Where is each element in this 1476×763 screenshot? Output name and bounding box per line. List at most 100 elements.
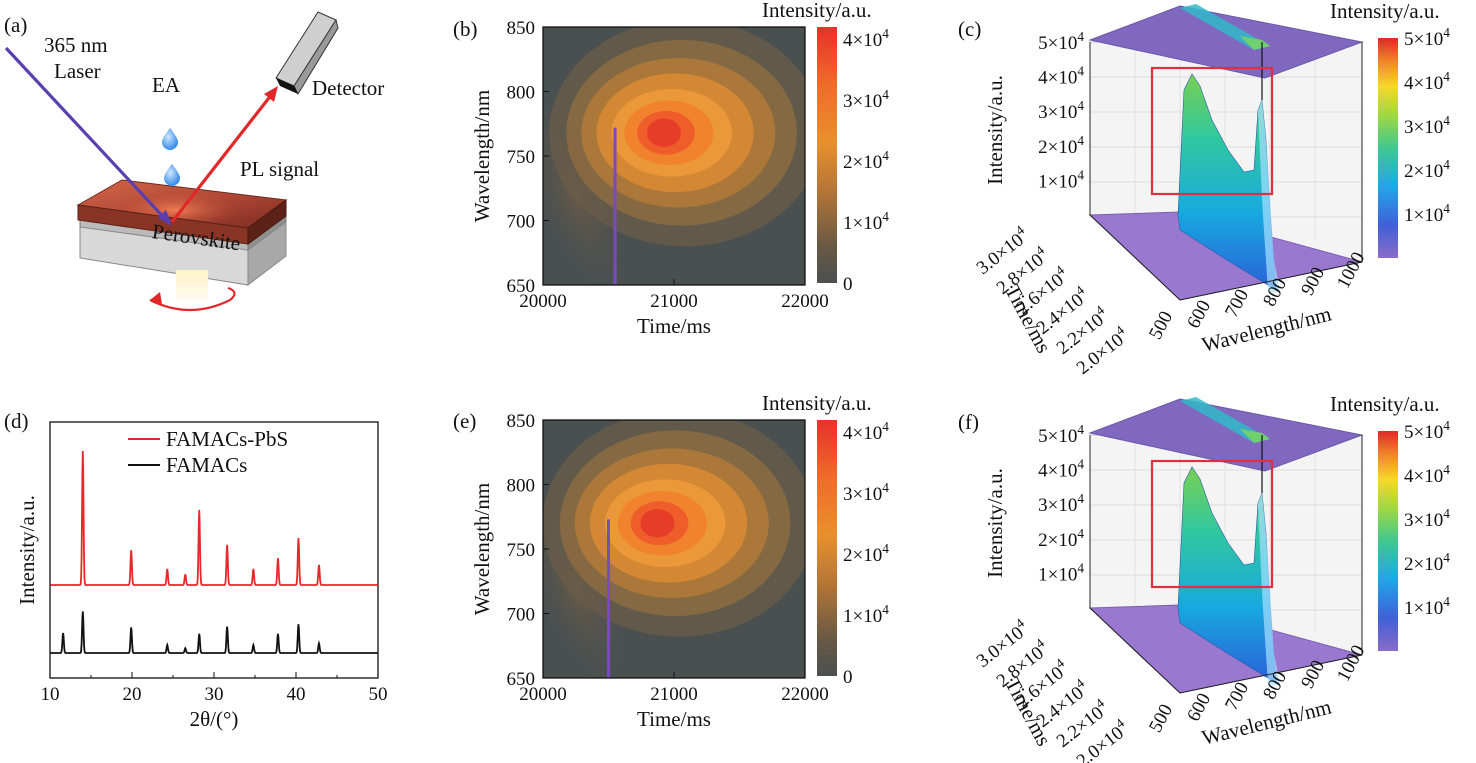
colorbar-tick-label: 3×104 (1404, 113, 1450, 138)
x-tick-label: 20000 (519, 684, 567, 705)
surface-box-edge (1089, 42, 1363, 301)
ea-label: EA (152, 73, 181, 97)
y-tick-label: 800 (507, 476, 536, 497)
y-axis-label: Wavelength/nm (470, 90, 494, 222)
surface-box-edge (1089, 435, 1363, 694)
heatmap-contour (646, 118, 681, 147)
spin-axis-icon (176, 270, 208, 300)
x-tick-label: 50 (369, 684, 388, 705)
x-tick-label: 10 (41, 684, 60, 705)
z-tick-label: 5×104 (1038, 29, 1084, 54)
colorbar-tick-label: 3×104 (843, 87, 889, 112)
colorbar-label: Intensity/a.u. (1330, 392, 1440, 416)
z-tick-label: 5×104 (1038, 422, 1084, 447)
pl-arrowhead-icon (264, 86, 278, 102)
colorbar-tick-label: 1×104 (1404, 594, 1450, 619)
surface-peak-highlight (1258, 100, 1280, 292)
laser-label: Laser (54, 59, 101, 83)
colorbar-tick-label: 2×104 (843, 541, 889, 566)
xrd-series-line-0 (50, 450, 378, 586)
y-tick-label: 700 (507, 212, 536, 233)
panel-label-e: (e) (453, 409, 476, 433)
x-axis-label: 2θ/(°) (190, 707, 239, 731)
y-tick-label: 700 (507, 605, 536, 626)
heatmap-panel-e: (e) 20000 21000 22000 650 700 750 800 850 Time/ms… (453, 391, 889, 731)
x-tick-label: 40 (287, 684, 306, 705)
colorbar-tick-label: 4×104 (1404, 69, 1450, 94)
y-tick-label: 650 (507, 669, 536, 690)
legend-label: FAMACs-PbS (166, 427, 288, 451)
x-tick-label: 20000 (519, 291, 567, 312)
x-tick-label: 22000 (781, 684, 829, 705)
droplet-icon (164, 164, 180, 186)
y-tick-label: 800 (507, 83, 536, 104)
highlight-box (1150, 66, 1274, 196)
colorbar-tick-label: 4×104 (1404, 462, 1450, 487)
x-tick-label: 30 (205, 684, 224, 705)
x-axis-label: Time/ms (637, 707, 711, 731)
x-tick-label: 22000 (781, 291, 829, 312)
z-tick-label: 2×104 (1038, 133, 1084, 158)
laser-arrowhead-icon (158, 210, 172, 226)
y-tick-label: 650 (507, 276, 536, 297)
surface-panel-c: (c)1×1042×1043×1044×1045×104Intensity/a.… (958, 0, 1450, 379)
colorbar-tick-label: 1×104 (1404, 201, 1450, 226)
colorbar-tick-label: 4×104 (843, 26, 889, 51)
z-tick-label: 1×104 (1038, 560, 1084, 585)
z-axis-label: Intensity/a.u. (983, 468, 1007, 578)
y-axis-label: Wavelength/nm (470, 483, 494, 615)
panel-label-d: (d) (4, 409, 29, 433)
y-tick-label: 750 (507, 147, 536, 168)
y-axis-label: Intensity/a.u. (15, 495, 39, 605)
colorbar-label: Intensity/a.u. (762, 391, 872, 415)
colorbar-label: Intensity/a.u. (1330, 0, 1440, 23)
x-tick-label: 20 (123, 684, 142, 705)
surface-peak-highlight (1258, 493, 1280, 685)
heatmap-contour (640, 509, 675, 538)
x-axis-label: Wavelength/nm (1199, 695, 1333, 750)
colorbar-tick-label: 2×104 (1404, 550, 1450, 575)
z-tick-label: 4×104 (1038, 64, 1084, 89)
colorbar-tick-label: 1×104 (843, 602, 889, 627)
surface-panel-f: (f)1×1042×1043×1044×1045×104Intensity/a.… (958, 392, 1450, 763)
y-tick-label: 750 (507, 540, 536, 561)
colorbar-tick-label: 0 (843, 274, 853, 295)
colorbar-tick-label: 5×104 (1404, 418, 1450, 443)
x-tick-label: 21000 (650, 684, 698, 705)
x-tick-label: 500 (1145, 308, 1177, 343)
colorbar-tick-label: 3×104 (1404, 506, 1450, 531)
colorbar-tick-label: 2×104 (843, 148, 889, 173)
colorbar (1378, 38, 1398, 258)
y-tick-label: 850 (507, 18, 536, 39)
x-axis-label: Wavelength/nm (1199, 302, 1333, 357)
perovskite-film-icon: Perovskite (76, 179, 288, 255)
z-axis-label: Intensity/a.u. (983, 75, 1007, 185)
detector-icon (275, 11, 339, 96)
panel-label-a: (a) (4, 13, 27, 37)
z-tick-label: 4×104 (1038, 457, 1084, 482)
heatmap-panel-b: (b) 20000 21000 22000 650 700 750 800 850 Time/ms… (453, 0, 889, 338)
x-tick-label: 700 (1221, 286, 1253, 321)
colorbar-label: Intensity/a.u. (762, 0, 872, 22)
colorbar (817, 27, 837, 283)
detector-label: Detector (312, 76, 384, 100)
pl-signal-label: PL signal (240, 157, 319, 181)
panel-label-b: (b) (453, 17, 478, 41)
colorbar (1378, 431, 1398, 651)
surface-peak (1177, 466, 1277, 684)
pl-beam (170, 93, 274, 223)
colorbar (817, 420, 837, 676)
x-axis-label: Time/ms (637, 314, 711, 338)
highlight-box (1150, 459, 1274, 589)
z-tick-label: 3×104 (1038, 98, 1084, 123)
colorbar-tick-label: 4×104 (843, 419, 889, 444)
rotation-arrow-icon (149, 299, 231, 312)
z-tick-label: 1×104 (1038, 167, 1084, 192)
legend-label: FAMACs (166, 453, 247, 477)
colorbar-tick-label: 1×104 (843, 209, 889, 234)
laser-wavelength-label: 365 nm (44, 33, 108, 57)
x-tick-label: 500 (1145, 701, 1177, 736)
x-tick-label: 700 (1221, 679, 1253, 714)
